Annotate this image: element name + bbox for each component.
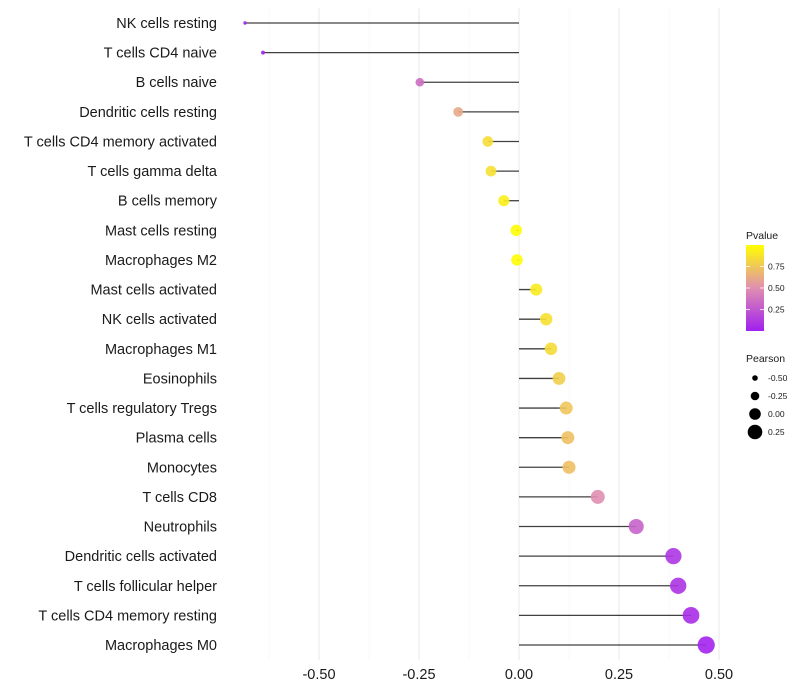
- x-axis-tick-label: -0.50: [302, 667, 335, 683]
- y-axis-label: Macrophages M1: [105, 342, 217, 358]
- y-axis-label: B cells naive: [136, 75, 217, 91]
- data-point: [261, 50, 265, 55]
- data-point: [665, 548, 682, 565]
- y-axis-label: Dendritic cells resting: [79, 105, 217, 121]
- colorbar-tick-label: 0.75: [768, 262, 785, 272]
- pvalue-legend-title: Pvalue: [746, 230, 778, 242]
- x-axis-ticks: -0.50 -0.25 0.00 0.25 0.50: [302, 667, 733, 683]
- data-point: [530, 283, 543, 296]
- data-point: [482, 136, 494, 147]
- stems: [245, 22, 707, 646]
- data-point: [552, 372, 566, 385]
- grid: [268, 8, 720, 660]
- data-point: [561, 431, 575, 445]
- x-axis-tick-label: 0.00: [505, 667, 533, 683]
- data-point: [559, 401, 573, 415]
- data-point: [510, 224, 522, 237]
- y-axis-label: Macrophages M0: [105, 638, 217, 654]
- data-point: [453, 106, 464, 117]
- y-axis-label: T cells CD4 memory resting: [38, 608, 217, 624]
- y-axis-label: Dendritic cells activated: [65, 549, 217, 565]
- data-point: [697, 636, 715, 654]
- x-axis-tick-label: 0.25: [605, 667, 633, 683]
- y-axis-labels: NK cells resting T cells CD4 naive B cells…: [24, 16, 218, 654]
- y-axis-label: NK cells activated: [102, 312, 217, 328]
- data-point: [511, 254, 523, 266]
- data-point: [485, 165, 497, 177]
- size-legend-label: 0.00: [768, 409, 785, 419]
- pearson-legend: Pearson -0.50 -0.25 0.00 0.25: [746, 353, 788, 440]
- y-axis-label: T cells CD8: [142, 490, 217, 506]
- pvalue-colorbar: [746, 245, 764, 331]
- colorbar-tick-label: 0.25: [768, 305, 785, 315]
- y-axis-label: Plasma cells: [136, 431, 217, 447]
- y-axis-label: Mast cells resting: [105, 223, 217, 239]
- size-legend-label: -0.25: [768, 391, 788, 401]
- y-axis-label: T cells regulatory Tregs: [67, 401, 217, 417]
- data-point: [415, 77, 425, 87]
- y-axis-label: Macrophages M2: [105, 253, 217, 269]
- y-axis-label: T cells gamma delta: [88, 164, 218, 180]
- pearson-legend-title: Pearson: [746, 353, 785, 365]
- x-axis-tick-label: -0.25: [402, 667, 435, 683]
- data-point: [539, 312, 553, 326]
- size-legend-key: [750, 391, 760, 401]
- data-point: [544, 342, 558, 356]
- data-point: [590, 489, 605, 504]
- size-legend-label: -0.50: [768, 373, 788, 383]
- y-axis-label: T cells CD4 naive: [104, 46, 217, 62]
- x-axis-tick-label: 0.50: [705, 667, 733, 683]
- y-axis-label: T cells follicular helper: [74, 579, 217, 595]
- y-axis-label: NK cells resting: [116, 16, 217, 32]
- data-point: [682, 607, 700, 624]
- data-point: [562, 460, 576, 474]
- size-legend-label: 0.25: [768, 427, 785, 437]
- size-legend-key: [749, 408, 761, 420]
- y-axis-label: Neutrophils: [144, 520, 217, 536]
- y-axis-label: T cells CD4 memory activated: [24, 134, 217, 150]
- y-axis-label: B cells memory: [118, 194, 218, 210]
- y-axis-label: Monocytes: [147, 460, 217, 476]
- y-axis-label: Eosinophils: [143, 371, 217, 387]
- data-point: [243, 21, 247, 25]
- data-point: [498, 195, 510, 207]
- data-point: [670, 577, 687, 594]
- colorbar-tick-label: 0.50: [768, 283, 785, 293]
- pvalue-legend: Pvalue 0.25 0.50 0.75: [746, 230, 785, 331]
- size-legend-key: [747, 424, 763, 440]
- size-legend-key: [752, 375, 758, 381]
- data-point: [628, 518, 644, 535]
- y-axis-label: Mast cells activated: [90, 283, 217, 299]
- points: [243, 21, 715, 654]
